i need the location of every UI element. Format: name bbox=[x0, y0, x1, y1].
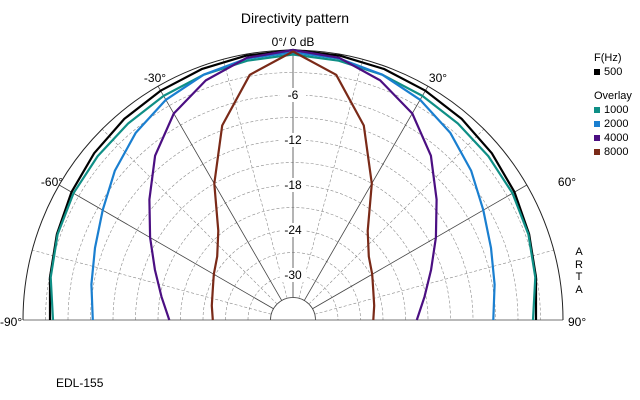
radial-tick-label: -18 bbox=[284, 178, 302, 192]
legend-label-1000: 1000 bbox=[604, 104, 629, 116]
legend-item-4000: 4000 bbox=[594, 131, 632, 145]
brand-letter: A bbox=[575, 246, 583, 258]
radial-tick-bg bbox=[280, 223, 306, 237]
radial-tick-bg bbox=[280, 268, 306, 282]
radial-tick-label: -6 bbox=[288, 88, 299, 102]
grid-spoke bbox=[222, 59, 288, 299]
legend-swatch-2000 bbox=[594, 121, 600, 127]
legend-item-8000: 8000 bbox=[594, 145, 632, 159]
legend-swatch-500 bbox=[594, 69, 600, 75]
grid-spoke bbox=[314, 249, 554, 315]
radial-tick-label: -12 bbox=[284, 133, 302, 147]
legend-item-2000: 2000 bbox=[594, 117, 632, 131]
grid-spoke-major bbox=[157, 85, 283, 301]
legend-header-overlay: Overlay bbox=[594, 90, 632, 102]
series-line-1000 bbox=[49, 53, 537, 321]
angle-label: 60° bbox=[558, 175, 576, 189]
grid-spoke-major bbox=[303, 85, 429, 301]
grid-spoke-major bbox=[58, 184, 274, 310]
legend-label-4000: 4000 bbox=[604, 132, 629, 144]
angle-label: 90° bbox=[568, 315, 586, 329]
chart-title: Directivity pattern bbox=[240, 10, 350, 26]
legend: F(Hz) 500 Overlay 1000 2000 4000 8000 bbox=[594, 50, 632, 159]
brand-vertical-text: A R T A bbox=[572, 246, 586, 296]
grid-spoke bbox=[308, 128, 485, 305]
series-line-8000 bbox=[210, 50, 376, 321]
legend-swatch-1000 bbox=[594, 107, 600, 113]
radial-tick-bg bbox=[280, 133, 306, 147]
center-label: 0°/ 0 dB bbox=[272, 35, 315, 49]
legend-label-500: 500 bbox=[604, 66, 623, 78]
angle-label: -90° bbox=[0, 315, 22, 329]
grid-spoke-major bbox=[312, 184, 528, 310]
radial-tick-label: -30 bbox=[284, 268, 302, 282]
angle-label: -30° bbox=[144, 71, 166, 85]
legend-swatch-8000 bbox=[594, 149, 600, 155]
grid-ring bbox=[67, 94, 519, 321]
grid-spoke bbox=[32, 249, 272, 315]
radial-tick-bg bbox=[280, 178, 306, 192]
legend-item-500: 500 bbox=[594, 65, 632, 79]
brand-letter: R bbox=[575, 258, 583, 271]
angle-label: 30° bbox=[429, 71, 447, 85]
legend-item-1000: 1000 bbox=[594, 103, 632, 117]
radial-tick-label: -24 bbox=[284, 223, 302, 237]
legend-header-frequency: F(Hz) bbox=[594, 52, 622, 64]
series-line-4000 bbox=[148, 48, 438, 321]
footer-model-label: EDL-155 bbox=[56, 376, 104, 390]
grid-ring bbox=[270, 297, 316, 321]
angle-label: -60° bbox=[41, 175, 63, 189]
radial-tick-bg bbox=[280, 88, 306, 102]
brand-letter: A bbox=[575, 283, 583, 296]
grid-spoke bbox=[298, 59, 364, 299]
grid-ring bbox=[45, 72, 541, 321]
legend-label-2000: 2000 bbox=[604, 118, 629, 130]
legend-swatch-4000 bbox=[594, 135, 600, 141]
grid-ring-inner bbox=[270, 297, 316, 321]
grid-spoke bbox=[101, 128, 278, 305]
legend-label-8000: 8000 bbox=[604, 146, 629, 158]
brand-letter: T bbox=[575, 271, 583, 283]
